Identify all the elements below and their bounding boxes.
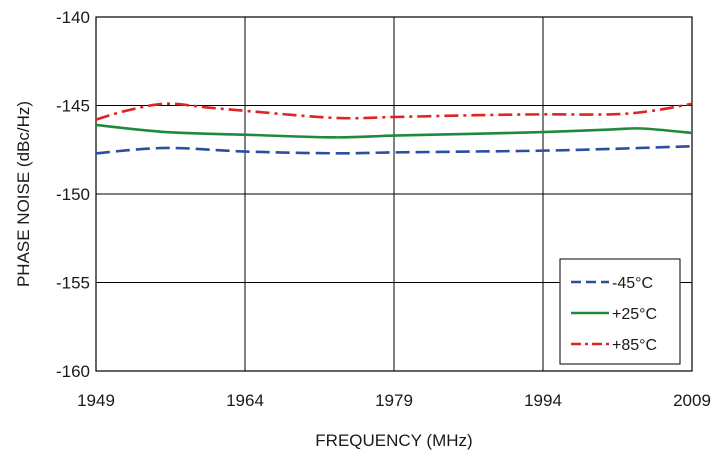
x-tick-label: 1964: [226, 391, 264, 410]
y-tick-label: -155: [56, 274, 90, 293]
legend-label: +85°C: [612, 337, 657, 354]
y-tick-label: -150: [56, 185, 90, 204]
x-tick-labels: 1949 1964 1979 1994 2009: [77, 391, 711, 410]
x-tick-label: 1979: [375, 391, 413, 410]
series-lines: [95, 102, 693, 155]
y-tick-label: -145: [56, 97, 90, 116]
legend-label: +25°C: [612, 306, 657, 323]
x-tick-label: 1949: [77, 391, 115, 410]
x-tick-label: 2009: [673, 391, 711, 410]
legend-box: [559, 258, 681, 365]
series-line-85c: [95, 102, 693, 121]
y-tick-label: -140: [56, 8, 90, 27]
x-tick-label: 1994: [524, 391, 562, 410]
legend: -45°C +25°C +85°C: [559, 258, 681, 365]
y-tick-labels: -140 -145 -150 -155 -160: [56, 8, 90, 381]
y-tick-label: -160: [56, 362, 90, 381]
y-axis-title: PHASE NOISE (dBc/Hz): [14, 101, 33, 287]
series-line-45c: [95, 144, 693, 155]
legend-label: -45°C: [612, 275, 653, 292]
x-axis-title: FREQUENCY (MHz): [315, 431, 472, 450]
series-line-25c: [95, 123, 693, 139]
